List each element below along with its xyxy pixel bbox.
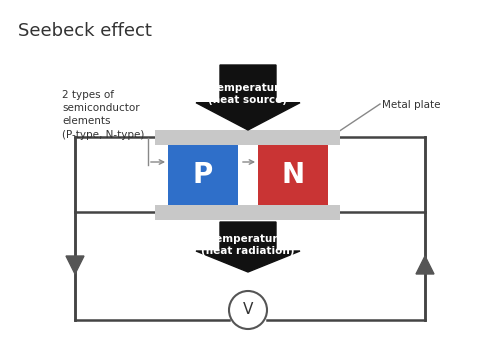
Text: V: V bbox=[243, 302, 253, 318]
Bar bbox=[155, 205, 340, 220]
Text: P: P bbox=[193, 161, 213, 189]
Text: N: N bbox=[282, 161, 304, 189]
Bar bbox=[155, 130, 340, 145]
Bar bbox=[258, 145, 328, 205]
Polygon shape bbox=[196, 222, 300, 272]
Polygon shape bbox=[196, 65, 300, 130]
Text: 2 types of
semiconductor
elements
(P-type, N-type): 2 types of semiconductor elements (P-typ… bbox=[62, 90, 144, 139]
Text: Seebeck effect: Seebeck effect bbox=[18, 22, 152, 40]
Circle shape bbox=[229, 291, 267, 329]
Bar bbox=[168, 145, 238, 205]
Text: Low temperature side
(heat radiation): Low temperature side (heat radiation) bbox=[183, 234, 313, 255]
Text: High temperature side
(heat source): High temperature side (heat source) bbox=[182, 83, 314, 105]
Polygon shape bbox=[66, 256, 84, 274]
Polygon shape bbox=[416, 256, 434, 274]
Text: Metal plate: Metal plate bbox=[382, 100, 440, 110]
